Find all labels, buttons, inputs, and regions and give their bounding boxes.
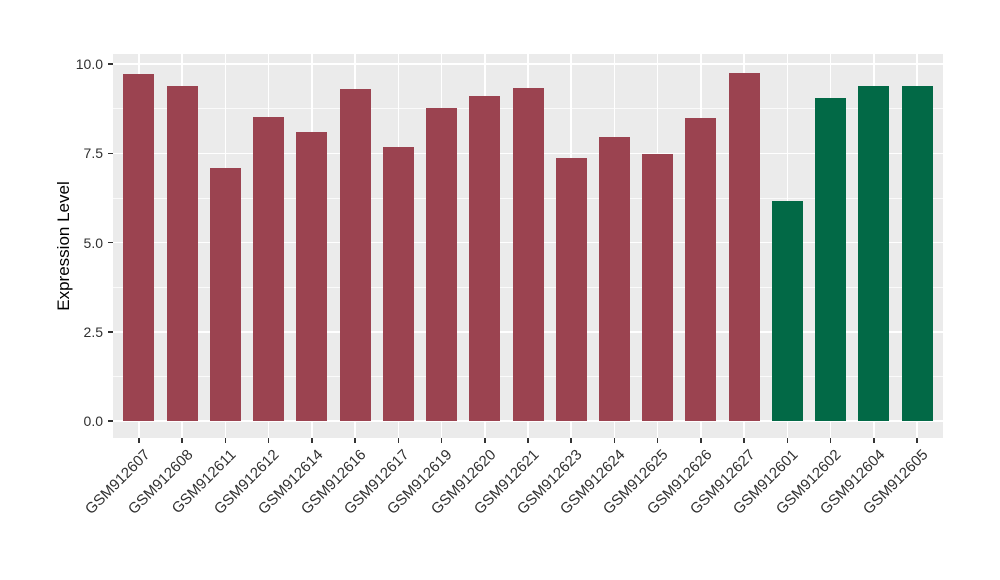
x-axis-tick bbox=[613, 438, 616, 443]
x-axis-tick bbox=[829, 438, 832, 443]
y-axis-tick bbox=[108, 420, 113, 422]
x-axis-tick bbox=[484, 438, 486, 443]
y-axis-tick bbox=[108, 331, 113, 333]
bar-GSM912626 bbox=[685, 118, 717, 421]
x-axis-tick bbox=[267, 438, 270, 443]
x-axis-tick bbox=[743, 438, 745, 443]
y-axis-tick-label: 10.0 bbox=[75, 56, 103, 73]
bar-GSM912617 bbox=[382, 146, 414, 421]
x-axis-tick bbox=[440, 438, 443, 443]
bar-GSM912620 bbox=[469, 95, 501, 421]
bar-GSM912601 bbox=[771, 200, 803, 421]
x-axis-tick bbox=[138, 438, 140, 443]
x-axis-tick bbox=[700, 438, 702, 443]
x-axis-tick bbox=[570, 438, 572, 443]
bar-GSM912611 bbox=[209, 168, 241, 421]
y-axis-tick bbox=[108, 241, 113, 244]
bar-GSM912619 bbox=[426, 108, 458, 421]
bar-GSM912605 bbox=[901, 85, 933, 421]
bar-GSM912623 bbox=[555, 158, 587, 421]
y-axis-tick-label: 2.5 bbox=[83, 323, 103, 340]
bar-GSM912616 bbox=[339, 88, 371, 421]
x-axis-tick bbox=[311, 438, 313, 443]
bar-GSM912607 bbox=[123, 73, 155, 421]
y-axis-tick bbox=[108, 152, 113, 155]
x-axis-tick bbox=[786, 438, 789, 443]
bar-GSM912624 bbox=[598, 136, 630, 421]
bar-GSM912612 bbox=[253, 117, 285, 421]
x-axis-tick bbox=[224, 438, 227, 443]
x-axis-tick bbox=[181, 438, 183, 443]
y-axis-tick-label: 7.5 bbox=[83, 145, 103, 162]
x-axis-tick bbox=[916, 438, 918, 443]
x-axis-tick bbox=[354, 438, 356, 443]
y-axis-tick-label: 5.0 bbox=[83, 234, 103, 251]
y-axis-tick-label: 0.0 bbox=[83, 413, 103, 429]
bar-GSM912608 bbox=[166, 85, 198, 421]
x-axis-tick bbox=[397, 438, 400, 443]
bar-GSM912625 bbox=[642, 154, 674, 421]
bar-GSM912602 bbox=[815, 98, 847, 421]
major-gridline bbox=[113, 420, 943, 422]
bar-GSM912621 bbox=[512, 88, 544, 421]
x-axis-tick bbox=[527, 438, 529, 443]
y-axis-tick bbox=[108, 63, 113, 65]
bar-GSM912604 bbox=[858, 85, 890, 421]
major-gridline bbox=[113, 63, 943, 65]
bar-GSM912627 bbox=[728, 73, 760, 421]
x-axis-tick bbox=[873, 438, 875, 443]
plot-panel bbox=[113, 54, 943, 438]
bar-GSM912614 bbox=[296, 131, 328, 421]
x-axis-tick bbox=[656, 438, 659, 443]
